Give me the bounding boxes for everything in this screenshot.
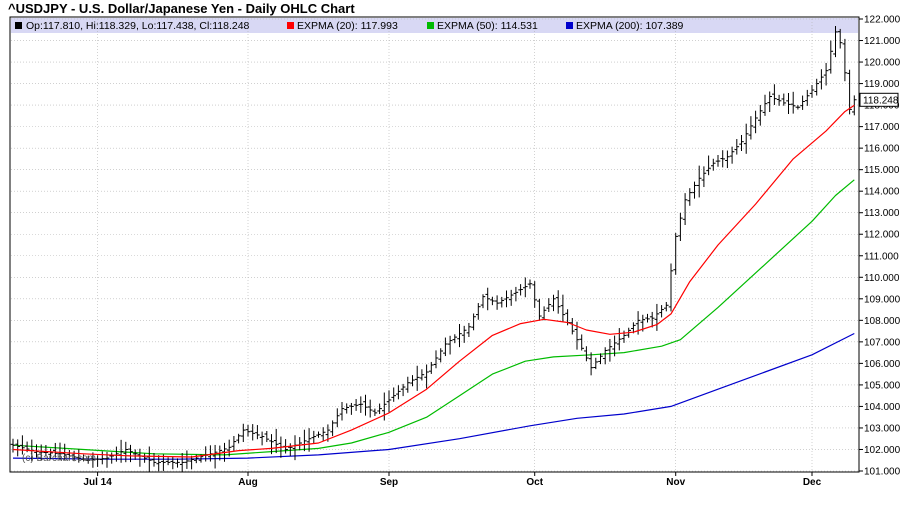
legend-band [11, 18, 858, 33]
last-price-marker: 118.248 [859, 92, 899, 107]
y-tick-label: 122.000 [864, 15, 900, 26]
y-tick-label: 116.000 [864, 144, 900, 155]
x-tick-label: Dec [803, 477, 822, 488]
last-price-label: 118.248 [863, 95, 899, 106]
x-tick-label: Aug [238, 477, 257, 488]
x-tick-label: Nov [666, 477, 685, 488]
x-tick-label: Jul 14 [83, 477, 112, 488]
y-tick-label: 104.000 [864, 402, 900, 413]
plot-border [9, 16, 860, 473]
y-tick-label: 102.000 [864, 445, 900, 456]
ema-20-line [12, 104, 855, 458]
chart-title: ^USDJPY - U.S. Dollar/Japanese Yen - Dai… [8, 1, 355, 16]
y-tick-label: 109.000 [864, 294, 900, 305]
y-tick-label: 106.000 [864, 359, 900, 370]
legend-label-ema200: EXPMA (200): 107.389 [576, 20, 684, 32]
legend-swatch-ema200 [566, 22, 573, 29]
y-tick-label: 110.000 [864, 273, 900, 284]
y-tick-label: 114.000 [864, 187, 900, 198]
legend-swatch-ema20 [287, 22, 294, 29]
y-tick-label: 117.000 [864, 122, 900, 133]
ema-50-line [12, 179, 855, 456]
legend-swatch-ema50 [427, 22, 434, 29]
legend: Op:117.810, Hi:118.329, Lo:117.438, Cl:1… [15, 20, 684, 32]
ema-50-series [12, 179, 855, 456]
y-axis: 101.000 102.000 103.000 104.000 105.000 106.0… [859, 15, 900, 478]
y-tick-label: 108.000 [864, 316, 900, 327]
ema-20-series [12, 104, 855, 458]
legend-label-ema50: EXPMA (50): 114.531 [437, 20, 538, 32]
y-tick-label: 113.000 [864, 208, 900, 219]
y-tick-label: 120.000 [864, 58, 900, 69]
x-tick-label: Sep [380, 477, 398, 488]
y-tick-label: 111.000 [864, 251, 899, 262]
watermark: (c) Barchart.com [22, 453, 96, 464]
legend-swatch-ohlc [15, 22, 22, 29]
y-tick-label: 115.000 [864, 165, 900, 176]
y-tick-label: 112.000 [864, 230, 900, 241]
y-tick-label: 107.000 [864, 337, 900, 348]
y-tick-label: 105.000 [864, 380, 900, 391]
y-tick-label: 119.000 [864, 79, 900, 90]
y-tick-label: 121.000 [864, 36, 900, 47]
y-tick-label: 103.000 [864, 423, 900, 434]
legend-label-ohlc: Op:117.810, Hi:118.329, Lo:117.438, Cl:1… [26, 20, 250, 32]
x-tick-label: Oct [526, 477, 543, 488]
legend-label-ema20: EXPMA (20): 117.993 [297, 20, 398, 32]
x-axis: Jul 14 Aug Sep Oct Nov Dec [83, 472, 822, 488]
y-tick-label: 101.000 [864, 467, 900, 478]
last-price-box [859, 92, 899, 107]
